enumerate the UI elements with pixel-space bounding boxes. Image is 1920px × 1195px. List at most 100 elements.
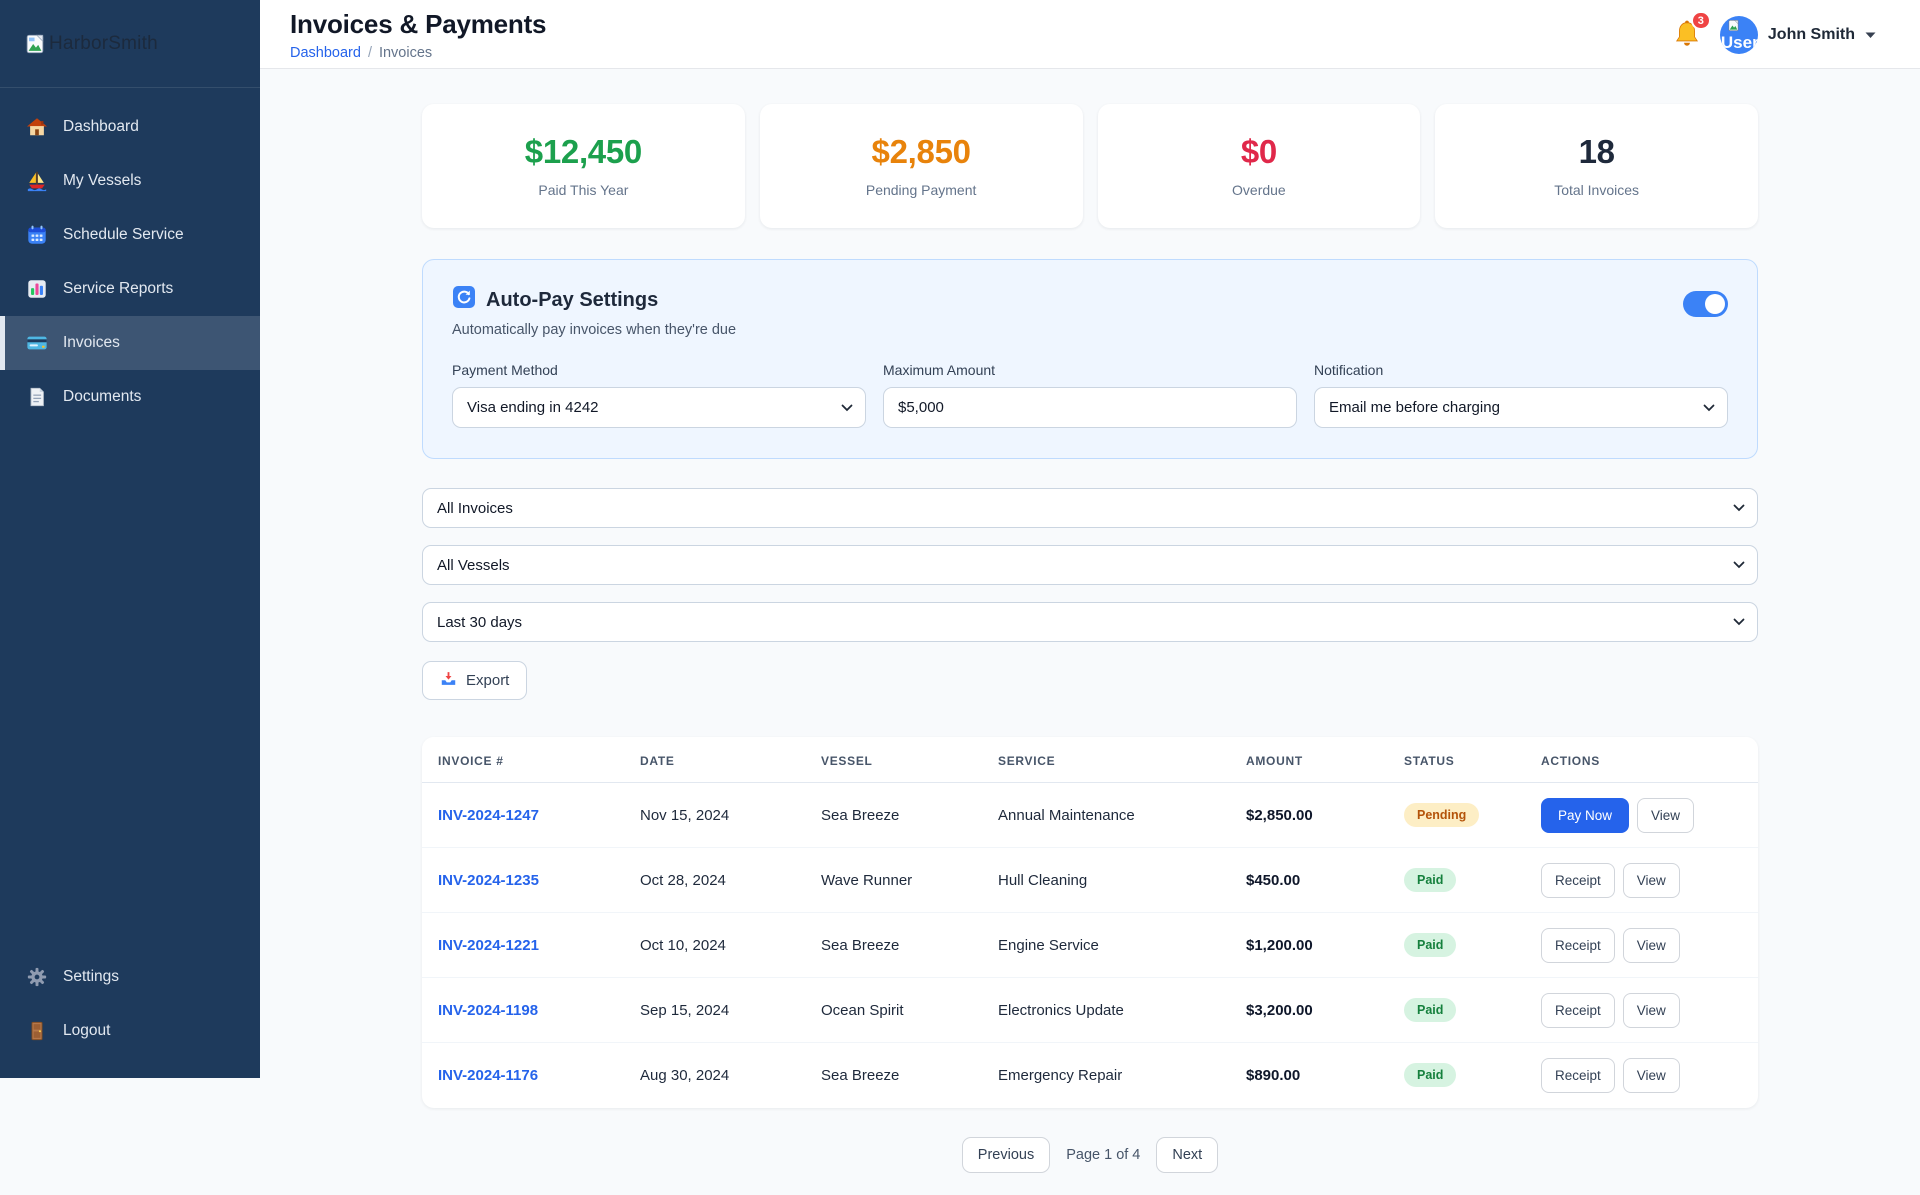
autopay-toggle[interactable] — [1683, 291, 1728, 317]
view-button[interactable]: View — [1637, 797, 1695, 833]
view-button[interactable]: View — [1622, 992, 1680, 1028]
sidebar-footer: Settings Logout — [0, 950, 260, 1078]
bell-icon — [1671, 20, 1703, 54]
invoice-service: Electronics Update — [982, 977, 1230, 1043]
invoice-link[interactable]: INV-2024-1221 — [438, 936, 539, 954]
view-button[interactable]: View — [1622, 927, 1680, 963]
table-header-row: INVOICE # DATE VESSEL SERVICE AMOUNT STA… — [422, 737, 1758, 783]
sidebar-item-label: Schedule Service — [63, 226, 184, 243]
receipt-button[interactable]: Receipt — [1541, 862, 1615, 898]
sidebar-item-documents[interactable]: Documents — [0, 370, 260, 424]
table-row: INV-2024-1176 Aug 30, 2024 Sea Breeze Em… — [422, 1042, 1758, 1108]
invoice-amount: $1,200.00 — [1230, 912, 1388, 978]
maximum-amount-input[interactable] — [883, 387, 1297, 428]
vessel-filter-select[interactable]: All Vessels — [422, 545, 1758, 585]
invoice-date: Nov 15, 2024 — [640, 806, 730, 824]
invoices-table: INVOICE # DATE VESSEL SERVICE AMOUNT STA… — [422, 737, 1758, 1108]
notification-select[interactable]: Email me before charging — [1314, 387, 1728, 428]
sidebar-item-label: Dashboard — [63, 118, 139, 135]
filter-row: All Invoices — [422, 488, 1758, 528]
page-header: Invoices & Payments Dashboard / Invoices 3 — [260, 0, 1920, 69]
invoice-service: Emergency Repair — [982, 1042, 1230, 1108]
page-header-left: Invoices & Payments Dashboard / Invoices — [290, 9, 547, 61]
sidebar-item-settings[interactable]: Settings — [0, 950, 260, 1004]
filter-row: Last 30 days — [422, 602, 1758, 642]
sidebar-item-my-vessels[interactable]: My Vessels — [0, 154, 260, 208]
autopay-heading: Auto-Pay Settings Automatically pay invo… — [452, 285, 736, 338]
invoice-service: Annual Maintenance — [998, 806, 1135, 824]
toggle-knob — [1705, 294, 1725, 314]
calendar-icon — [26, 224, 48, 246]
column-header-status: STATUS — [1388, 737, 1525, 783]
stat-label: Overdue — [1232, 182, 1286, 198]
view-button[interactable]: View — [1622, 1057, 1680, 1093]
table-row: INV-2024-1247 Nov 15, 2024 Sea Breeze An… — [422, 783, 1758, 848]
page-header-right: 3 User John Smith — [1671, 11, 1876, 54]
notification-badge: 3 — [1690, 11, 1711, 30]
broken-image-icon — [24, 33, 46, 55]
avatar-alt-text: User — [1720, 33, 1758, 52]
next-page-button[interactable]: Next — [1156, 1136, 1219, 1173]
sidebar-item-invoices[interactable]: Invoices — [0, 316, 260, 370]
status-badge: Paid — [1404, 868, 1457, 892]
avatar: User — [1719, 16, 1758, 54]
receipt-button[interactable]: Receipt — [1541, 992, 1615, 1028]
sidebar-item-service-reports[interactable]: Service Reports — [0, 262, 260, 316]
sidebar-item-label: Invoices — [63, 334, 120, 351]
sidebar: HarborSmith Dashboard — [0, 0, 260, 1078]
user-menu[interactable]: User John Smith — [1719, 16, 1876, 54]
stat-value: 18 — [1578, 133, 1615, 170]
date-range-filter-select[interactable]: Last 30 days — [422, 602, 1758, 642]
column-header-service: SERVICE — [982, 737, 1230, 783]
house-icon — [26, 116, 48, 138]
broken-image-icon — [1728, 20, 1739, 31]
content: $12,450 Paid This Year $2,850 Pending Pa… — [422, 69, 1758, 1173]
chevron-down-icon — [1865, 26, 1876, 44]
maximum-amount-label: Maximum Amount — [883, 362, 996, 378]
invoice-date: Sep 15, 2024 — [624, 977, 805, 1043]
payment-method-field: Payment Method Visa ending in 4242 — [452, 362, 866, 428]
invoice-link[interactable]: INV-2024-1198 — [438, 1001, 539, 1019]
status-badge: Pending — [1404, 803, 1480, 827]
invoice-link[interactable]: INV-2024-1176 — [438, 1066, 539, 1084]
invoice-status-filter-select[interactable]: All Invoices — [422, 488, 1758, 528]
stats-row: $12,450 Paid This Year $2,850 Pending Pa… — [422, 104, 1758, 228]
payment-method-label: Payment Method — [452, 362, 558, 378]
table-row: INV-2024-1198 Sep 15, 2024 Ocean Spirit … — [422, 977, 1758, 1043]
stat-card-overdue: $0 Overdue — [1097, 104, 1421, 228]
pagination: Previous Page 1 of 4 Next — [422, 1136, 1758, 1173]
receipt-button[interactable]: Receipt — [1541, 1057, 1615, 1093]
sailboat-icon — [26, 170, 48, 192]
breadcrumb: Dashboard / Invoices — [290, 45, 546, 61]
payment-method-select[interactable]: Visa ending in 4242 — [452, 387, 866, 428]
receipt-button[interactable]: Receipt — [1541, 927, 1615, 963]
sidebar-item-label: Service Reports — [63, 280, 174, 297]
sidebar-item-label: Settings — [63, 968, 120, 985]
status-badge: Paid — [1404, 1063, 1457, 1088]
invoice-link[interactable]: INV-2024-1235 — [438, 871, 539, 889]
gear-icon — [26, 966, 48, 988]
invoice-service: Hull Cleaning — [982, 847, 1230, 913]
export-button[interactable]: Export — [422, 661, 528, 700]
stat-value: $12,450 — [524, 133, 642, 170]
invoice-link[interactable]: INV-2024-1247 — [438, 806, 539, 824]
autopay-title: Auto-Pay Settings — [486, 288, 659, 311]
notifications-button[interactable]: 3 — [1671, 11, 1711, 54]
main-area: Invoices & Payments Dashboard / Invoices 3 — [260, 0, 1920, 1195]
invoice-vessel: Sea Breeze — [805, 1042, 982, 1108]
breadcrumb-dashboard-link[interactable]: Dashboard — [290, 45, 361, 61]
sidebar-item-schedule-service[interactable]: Schedule Service — [0, 208, 260, 262]
previous-page-button[interactable]: Previous — [961, 1136, 1051, 1173]
invoice-service: Engine Service — [982, 912, 1230, 978]
maximum-amount-field: Maximum Amount — [883, 362, 1297, 428]
invoice-date: Oct 10, 2024 — [624, 912, 805, 978]
table-row: INV-2024-1235 Oct 28, 2024 Wave Runner H… — [422, 847, 1758, 913]
column-header-invoice: INVOICE # — [422, 737, 624, 783]
stat-value: $0 — [1240, 133, 1277, 170]
view-button[interactable]: View — [1622, 862, 1680, 898]
page-status: Page 1 of 4 — [1066, 1146, 1141, 1163]
invoice-amount: $450.00 — [1230, 847, 1388, 913]
sidebar-item-dashboard[interactable]: Dashboard — [0, 100, 260, 154]
pay-now-button[interactable]: Pay Now — [1541, 797, 1630, 833]
sidebar-item-logout[interactable]: Logout — [0, 1004, 260, 1058]
